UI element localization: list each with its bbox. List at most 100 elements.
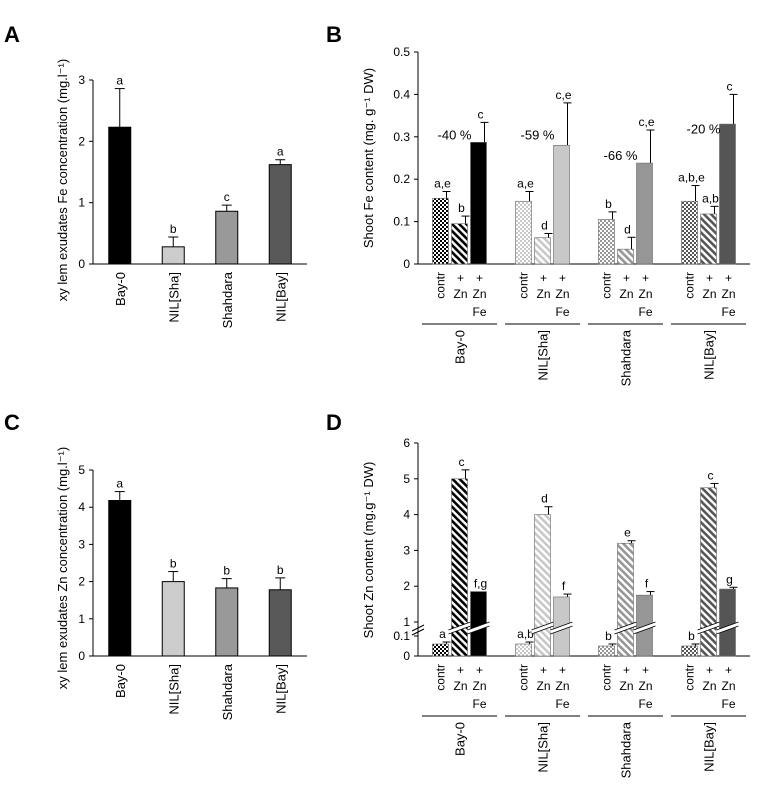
y-tick-label: 0.4 — [393, 87, 410, 101]
bar — [617, 248, 634, 265]
significance-letter: b — [605, 197, 612, 211]
significance-letter: c,e — [555, 88, 571, 102]
treatment-label: contr — [434, 272, 448, 299]
treatment-label: contr — [600, 664, 614, 691]
bar — [268, 164, 292, 265]
significance-letter: a — [116, 477, 123, 491]
treatment-label: + — [457, 663, 464, 677]
treatment-label: Fe — [721, 697, 735, 711]
bar — [215, 587, 239, 657]
significance-letter: a — [277, 145, 284, 159]
bar — [598, 645, 615, 657]
y-tick-label: 4 — [403, 508, 410, 522]
treatment-label: Zn — [536, 287, 550, 301]
bar — [515, 200, 532, 265]
y-tick-label: 4 — [78, 500, 85, 514]
x-tick-label: NIL[Sha] — [166, 664, 181, 715]
treatment-label: Zn — [638, 287, 652, 301]
significance-letter: c — [727, 79, 733, 93]
bar — [534, 514, 551, 657]
y-tick-label: 5 — [78, 463, 85, 477]
treatment-label: contr — [517, 272, 531, 299]
bar-break — [696, 622, 721, 634]
percent-change-label: -20 % — [687, 122, 721, 137]
y-tick-label: 0 — [78, 649, 85, 663]
group-label: NIL[Bay] — [702, 330, 717, 380]
y-tick-label: 5 — [403, 472, 410, 486]
panel-label-d: D — [326, 410, 342, 435]
significance-letter: c — [224, 190, 230, 204]
y-tick-label: 3 — [403, 543, 410, 557]
bar-break-line — [448, 621, 471, 631]
significance-letter: d — [624, 222, 631, 236]
bar-break-line — [633, 625, 656, 635]
y-tick-label: 1 — [78, 612, 85, 626]
treatment-label: + — [476, 271, 483, 285]
bar — [700, 487, 717, 657]
bar-break-line — [531, 621, 554, 631]
bar — [432, 197, 449, 265]
significance-letter: a — [439, 627, 446, 641]
treatment-label: contr — [517, 664, 531, 691]
bar — [161, 581, 185, 657]
treatment-label: + — [457, 271, 464, 285]
bar — [700, 213, 717, 265]
y-tick-label: 6 — [403, 436, 410, 450]
bar — [719, 123, 736, 265]
group-label: Shahdara — [619, 329, 634, 386]
treatment-label: Fe — [638, 697, 652, 711]
treatment-label: + — [559, 663, 566, 677]
panel-label-a: A — [4, 22, 20, 47]
y-tick-label: 2 — [78, 134, 85, 148]
treatment-label: + — [476, 663, 483, 677]
y-tick-label: 2 — [78, 575, 85, 589]
panel-c: 0 1 2 3 4 5 a Bay-0 b NIL[Sha] b Shahdara b NIL[Bay] — [78, 463, 307, 720]
bar-break — [447, 622, 472, 634]
treatment-label: Zn — [536, 679, 550, 693]
y-tick-label: 1 — [403, 615, 410, 629]
significance-letter: f — [562, 579, 566, 593]
treatment-label: Zn — [638, 679, 652, 693]
treatment-label: Fe — [472, 305, 486, 319]
treatment-label: Fe — [472, 697, 486, 711]
x-tick-label: Shahdara — [220, 271, 235, 328]
treatment-label: + — [725, 663, 732, 677]
bar — [553, 144, 570, 265]
significance-letter: b — [458, 201, 465, 215]
bar-break-line — [633, 621, 656, 631]
treatment-label: Zn — [702, 287, 716, 301]
bar-break-line — [550, 621, 573, 631]
group-label: NIL[Bay] — [702, 722, 717, 772]
panel-b: 0 0.1 0.2 0.3 0.4 0.5 a,e b c -40 % contr + + Zn Zn Fe B… — [393, 45, 750, 386]
treatment-label: + — [540, 271, 547, 285]
bar — [681, 200, 698, 265]
group-label: Shahdara — [619, 721, 634, 778]
treatment-label: Fe — [721, 305, 735, 319]
treatment-label: Zn — [555, 679, 569, 693]
treatment-label: + — [642, 271, 649, 285]
bar-break — [549, 622, 574, 634]
treatment-label: + — [540, 663, 547, 677]
bar — [268, 589, 292, 657]
bar — [719, 588, 736, 657]
significance-letter: g — [726, 572, 733, 586]
bar-break-line — [614, 621, 637, 631]
treatment-label: contr — [683, 664, 697, 691]
treatment-label: Zn — [472, 287, 486, 301]
ylabel-d: Shoot Zn content (mg.g⁻¹ DW) — [361, 462, 376, 639]
y-tick-label: 0.1 — [393, 215, 410, 229]
panel-a: 0 1 2 3 a Bay-0 b NIL[Sha] c Shahdara a NIL[Bay] — [78, 73, 307, 328]
significance-letter: f,g — [474, 577, 487, 591]
y-tick-label: 0.3 — [393, 130, 410, 144]
treatment-label: Zn — [453, 287, 467, 301]
y-tick-label: 2 — [403, 579, 410, 593]
treatment-label: + — [623, 663, 630, 677]
treatment-label: Fe — [555, 305, 569, 319]
treatment-label: + — [623, 271, 630, 285]
percent-change-label: -59 % — [521, 127, 555, 142]
significance-letter: a,e — [434, 176, 451, 190]
y-tick-label: 3 — [78, 73, 85, 87]
bar — [534, 237, 551, 265]
significance-letter: f — [645, 577, 649, 591]
bar — [451, 223, 468, 265]
